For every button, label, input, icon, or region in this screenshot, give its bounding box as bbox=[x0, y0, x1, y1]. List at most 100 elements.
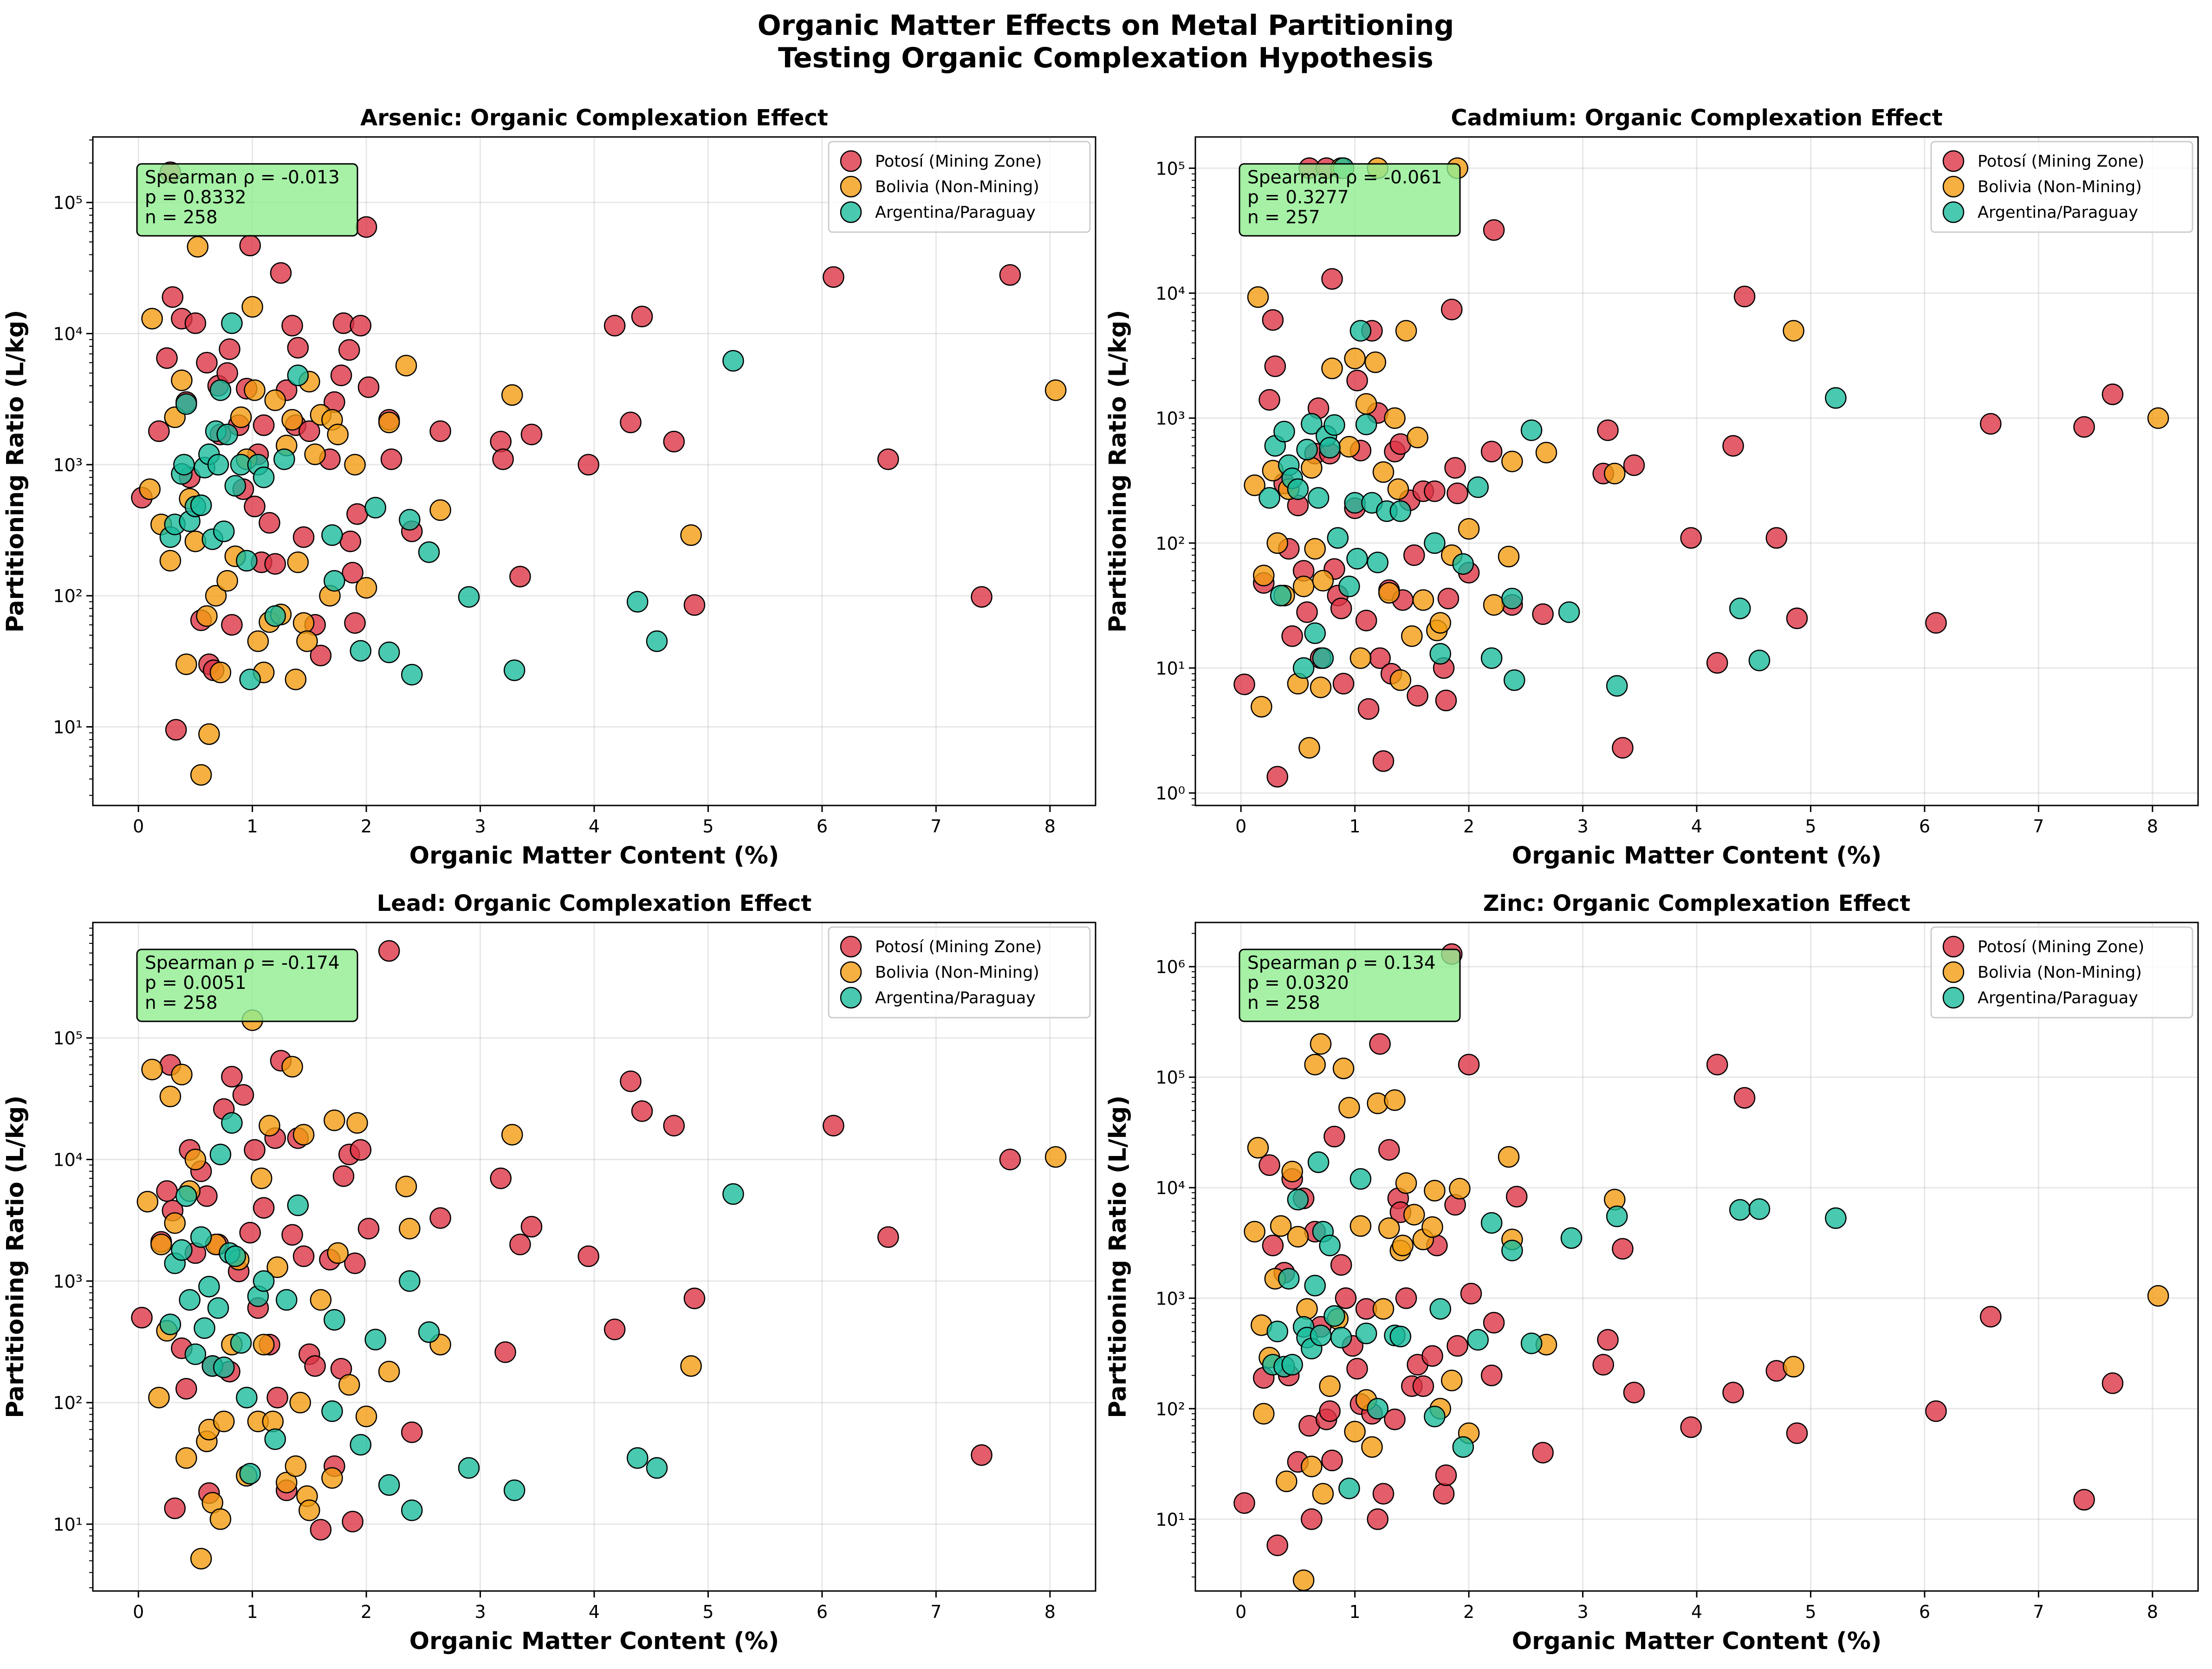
data-point bbox=[1424, 532, 1446, 554]
data-point bbox=[156, 347, 178, 369]
data-point bbox=[1458, 518, 1480, 540]
data-point bbox=[1706, 652, 1728, 674]
legend-marker bbox=[1942, 961, 1965, 983]
data-point bbox=[1319, 437, 1341, 459]
data-point bbox=[1441, 299, 1463, 320]
data-point bbox=[264, 553, 286, 575]
data-point bbox=[1925, 612, 1947, 634]
data-point bbox=[2147, 1285, 2169, 1307]
data-point bbox=[823, 266, 844, 288]
data-point bbox=[253, 466, 275, 488]
data-point bbox=[1357, 698, 1380, 720]
data-point bbox=[1266, 766, 1288, 788]
data-point bbox=[1501, 450, 1523, 473]
data-point bbox=[1980, 1305, 2002, 1328]
data-point bbox=[1532, 1442, 1554, 1464]
data-point bbox=[1378, 1139, 1400, 1161]
data-point bbox=[1421, 1216, 1443, 1238]
y-tick-label: 10¹ bbox=[53, 717, 83, 738]
data-point bbox=[1389, 669, 1412, 691]
data-point bbox=[1355, 1322, 1377, 1344]
y-tick-label: 10⁴ bbox=[53, 324, 83, 344]
data-point bbox=[338, 1374, 360, 1396]
data-point bbox=[1467, 1329, 1489, 1351]
data-point bbox=[603, 1318, 626, 1340]
data-point bbox=[1433, 1483, 1455, 1505]
data-point bbox=[232, 1084, 254, 1106]
data-point bbox=[339, 530, 361, 552]
data-point bbox=[1281, 625, 1303, 647]
data-point bbox=[281, 1056, 303, 1078]
data-point bbox=[1304, 538, 1326, 560]
x-axis-label: Organic Matter Content (%) bbox=[1512, 1628, 1882, 1655]
data-point bbox=[344, 612, 366, 634]
data-point bbox=[501, 384, 523, 406]
data-point bbox=[1786, 607, 1808, 630]
data-point bbox=[184, 1149, 207, 1170]
x-tick-label: 3 bbox=[474, 816, 486, 837]
data-point bbox=[1330, 597, 1352, 619]
legend-label: Argentina/Paraguay bbox=[875, 989, 1036, 1007]
x-tick-label: 5 bbox=[702, 816, 714, 837]
data-point bbox=[1044, 1146, 1067, 1168]
data-point bbox=[273, 448, 295, 470]
data-point bbox=[266, 1256, 288, 1278]
data-point bbox=[221, 1112, 243, 1134]
data-point bbox=[270, 262, 292, 284]
data-point bbox=[620, 1070, 642, 1092]
data-point bbox=[156, 1180, 178, 1202]
data-point bbox=[346, 503, 368, 525]
data-point bbox=[241, 296, 263, 318]
data-point bbox=[236, 1387, 258, 1409]
data-point bbox=[1367, 1398, 1388, 1420]
x-tick-label: 2 bbox=[361, 816, 372, 837]
data-point bbox=[1592, 1354, 1614, 1376]
data-point bbox=[1287, 478, 1309, 500]
data-point bbox=[1825, 387, 1847, 409]
data-point bbox=[253, 1197, 275, 1219]
data-point bbox=[1825, 1207, 1847, 1229]
data-point bbox=[1301, 1455, 1323, 1477]
data-point bbox=[198, 1276, 220, 1298]
data-point bbox=[1319, 1234, 1341, 1256]
data-point bbox=[292, 612, 315, 634]
data-point bbox=[355, 1405, 377, 1428]
legend-marker bbox=[840, 150, 862, 172]
data-point bbox=[1597, 419, 1619, 441]
stats-line2: p = 0.8332 bbox=[145, 187, 246, 208]
legend-label: Bolivia (Non-Mining) bbox=[875, 963, 1039, 982]
data-point bbox=[1355, 393, 1377, 415]
data-point bbox=[646, 1457, 668, 1479]
data-point bbox=[1729, 597, 1751, 619]
legend: Potosí (Mining Zone) Bolivia (Non-Mining)… bbox=[1930, 141, 2193, 233]
data-point bbox=[281, 1224, 303, 1246]
data-point bbox=[1338, 1097, 1360, 1119]
legend-frame bbox=[1930, 926, 2193, 1019]
data-point bbox=[1435, 689, 1457, 712]
data-point bbox=[1332, 1058, 1355, 1079]
y-axis-label: Partitioning Ratio (L/kg) bbox=[1104, 310, 1132, 632]
data-point bbox=[1304, 622, 1326, 644]
data-point bbox=[1424, 1405, 1446, 1428]
x-tick-label: 7 bbox=[2033, 1602, 2044, 1622]
data-point bbox=[304, 1355, 326, 1377]
data-point bbox=[1281, 1161, 1303, 1182]
data-point bbox=[1449, 1178, 1471, 1200]
data-point bbox=[1980, 413, 2002, 435]
data-point bbox=[429, 1207, 451, 1229]
data-point bbox=[1344, 347, 1366, 370]
data-point bbox=[1623, 1382, 1645, 1403]
data-point bbox=[1247, 1136, 1269, 1159]
data-point bbox=[429, 420, 451, 442]
data-point bbox=[663, 1115, 685, 1136]
data-point bbox=[1346, 370, 1368, 391]
data-point bbox=[1395, 1172, 1417, 1194]
data-point bbox=[1273, 421, 1295, 442]
data-point bbox=[239, 1221, 261, 1244]
data-point bbox=[1372, 1483, 1395, 1505]
data-point bbox=[175, 653, 197, 675]
data-point bbox=[1480, 1364, 1503, 1386]
data-point bbox=[1372, 461, 1395, 483]
y-tick-label: 10⁰ bbox=[1155, 783, 1185, 804]
data-point bbox=[509, 565, 531, 588]
